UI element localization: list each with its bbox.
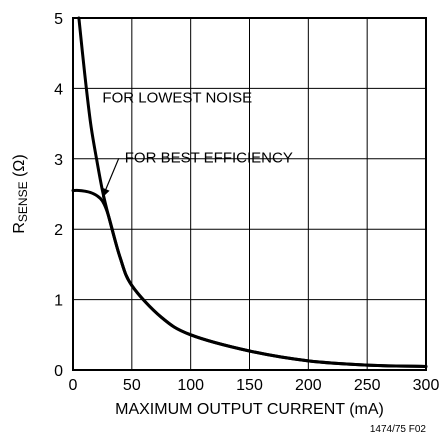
y-tick-labels: 0 1 2 3 4 5 (54, 11, 63, 380)
x-tick-label-0: 0 (69, 377, 78, 394)
grid (72, 17, 427, 371)
y-axis-title-unit: (Ω) (11, 154, 28, 181)
y-axis-title-main: R (11, 222, 28, 234)
series-line-for-lowest-noise (77, 16, 428, 368)
y-tick-label-1: 1 (54, 293, 63, 310)
annotation-for-lowest-noise: FOR LOWEST NOISE (102, 89, 252, 106)
y-tick-label-2: 2 (54, 222, 63, 239)
y-axis-title: RSENSE (Ω) (11, 154, 30, 233)
annotation-for-best-efficiency: FOR BEST EFFICIENCY (125, 149, 293, 166)
x-tick-label-50: 50 (123, 377, 141, 394)
x-tick-label-150: 150 (236, 377, 263, 394)
y-tick-label-5: 5 (54, 11, 63, 28)
curves (71, 16, 428, 368)
annotations: FOR LOWEST NOISE FOR BEST EFFICIENCY (101, 89, 293, 198)
x-tick-label-300: 300 (413, 377, 440, 394)
x-tick-labels: 0 50 100 150 200 250 300 (69, 377, 440, 394)
y-tick-label-3: 3 (54, 152, 63, 169)
series-line-for-best-efficiency (71, 188, 428, 368)
y-axis-title-subscript: SENSE (16, 181, 30, 222)
y-tick-label-0: 0 (54, 363, 63, 380)
x-tick-label-200: 200 (295, 377, 322, 394)
annotation-arrow-head (102, 187, 110, 198)
x-tick-label-250: 250 (354, 377, 381, 394)
x-axis-title: MAXIMUM OUTPUT CURRENT (mA) (115, 401, 384, 418)
x-tick-label-100: 100 (177, 377, 204, 394)
plot-frame (72, 17, 427, 371)
y-tick-label-4: 4 (54, 81, 63, 98)
figure-code: 1474/75 F02 (370, 424, 427, 435)
